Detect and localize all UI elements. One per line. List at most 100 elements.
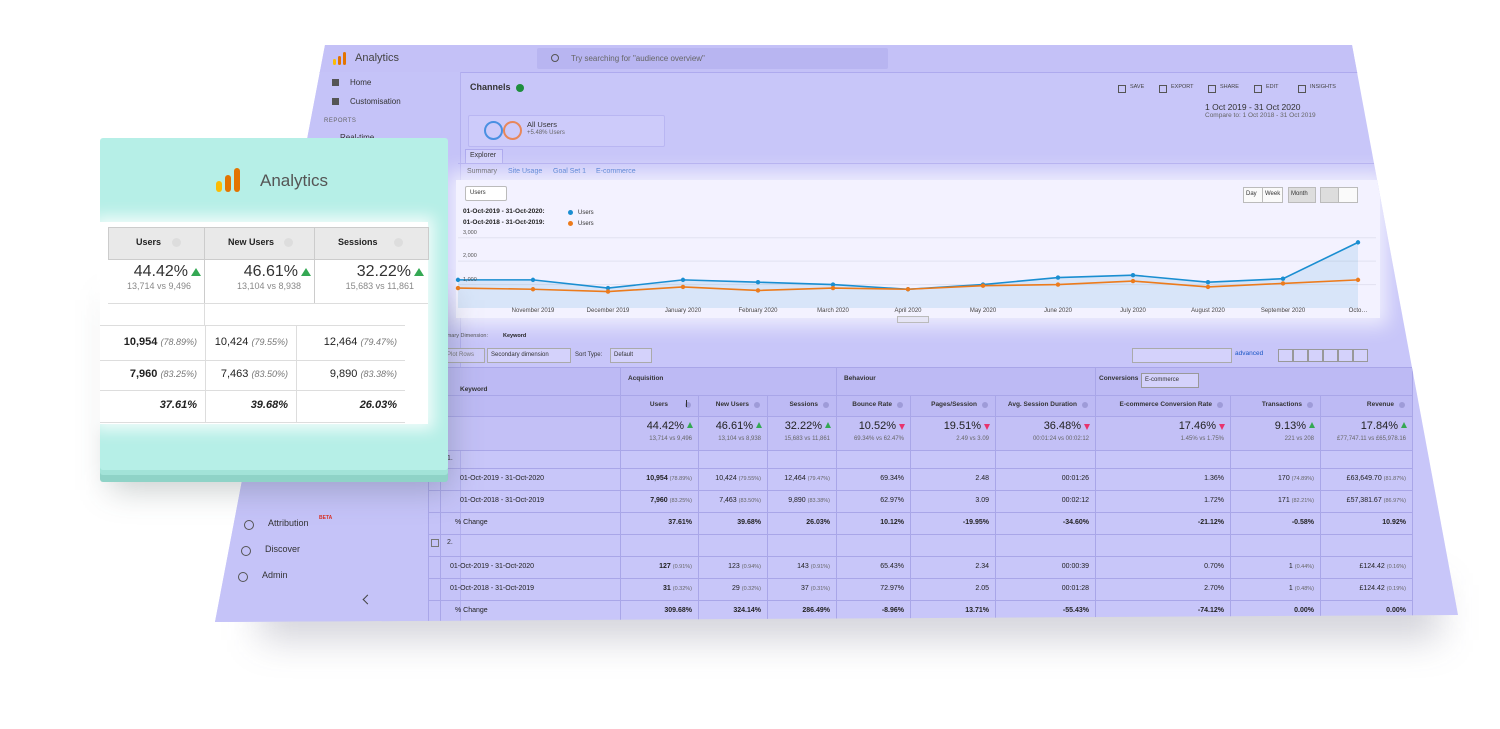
metric-dropdown[interactable] — [465, 186, 507, 201]
nav-item[interactable]: Home — [350, 77, 372, 87]
cell-value: 2.34 — [975, 563, 989, 570]
period-button[interactable] — [1288, 187, 1316, 203]
cell-value: 62.97% — [880, 497, 904, 504]
period-label[interactable]: Month — [1291, 190, 1308, 197]
cell: 31 (0.32%) — [663, 585, 692, 593]
nav-item[interactable]: Attribution — [268, 518, 309, 529]
view-button[interactable] — [1338, 349, 1353, 362]
col-rule — [440, 367, 441, 622]
search-box[interactable] — [537, 48, 888, 69]
cell-value: 170 — [1278, 475, 1290, 482]
point — [455, 277, 461, 283]
column-header[interactable]: Users — [649, 401, 668, 409]
cell: 9,890 (83.38%) — [788, 497, 830, 505]
date-range[interactable]: 1 Oct 2019 - 31 Oct 2020 — [1205, 102, 1301, 113]
card-cell-share: (79.47%) — [360, 336, 397, 347]
action-button[interactable]: SHARE — [1220, 83, 1239, 90]
view-button[interactable] — [1308, 349, 1323, 362]
control[interactable] — [610, 348, 652, 363]
segment-name: All Users — [527, 119, 558, 129]
chart-type-button[interactable] — [1338, 187, 1358, 203]
cell-value: 00:01:28 — [1061, 585, 1089, 592]
subtab[interactable]: Site Usage — [508, 168, 543, 176]
nav-item[interactable]: Customisation — [350, 96, 401, 106]
nav-item[interactable]: Discover — [265, 544, 301, 555]
cell: 65.43% — [880, 563, 904, 570]
cell: £124.42 (0.19%) — [1359, 585, 1406, 593]
action-button[interactable]: SAVE — [1130, 83, 1145, 90]
control[interactable] — [487, 348, 571, 363]
column-header[interactable]: E-commerce Conversion Rate — [1119, 401, 1212, 409]
x-tick-label: September 2020 — [1260, 307, 1306, 314]
view-button[interactable] — [1293, 349, 1308, 362]
column-header[interactable]: Pages/Session — [931, 401, 977, 409]
control-label[interactable]: Plot Rows — [447, 351, 475, 358]
chart-box — [456, 180, 1380, 318]
y-tick-label: 1,000 — [463, 276, 477, 283]
control-label[interactable]: Secondary dimension — [491, 351, 549, 358]
card-rule — [100, 422, 405, 423]
cell-share: (0.31%) — [810, 586, 830, 592]
nav-item[interactable]: Admin — [262, 570, 288, 581]
view-button[interactable] — [1353, 349, 1368, 362]
cell: 324.14% — [733, 607, 761, 614]
row-rule — [428, 395, 1412, 396]
cell-value: 37.61% — [668, 519, 692, 526]
action-icon — [1208, 85, 1216, 93]
nav-item[interactable]: Real-time — [340, 133, 374, 142]
metric-dropdown-label[interactable]: Users — [470, 189, 486, 196]
cell: 2.70% — [1204, 585, 1224, 592]
group-select[interactable] — [1141, 373, 1199, 388]
total-detail: 69.34% vs 62.47% — [853, 435, 904, 442]
subtab[interactable]: E-commerce — [596, 168, 636, 176]
cell-value: -55.43% — [1062, 607, 1089, 614]
tab-label[interactable]: Explorer — [470, 152, 497, 160]
group-label: 2. — [447, 539, 453, 547]
cell-value: 31 — [662, 585, 671, 592]
subtab[interactable]: Goal Set 1 — [553, 168, 587, 176]
column-header[interactable]: New Users — [715, 401, 749, 409]
card-rule — [204, 227, 205, 303]
nav-icon — [332, 98, 339, 105]
action-button[interactable]: EXPORT — [1171, 83, 1194, 90]
column-header[interactable]: Revenue — [1366, 401, 1394, 409]
table-search[interactable] — [1132, 348, 1232, 363]
help-icon — [1399, 402, 1405, 408]
column-header[interactable]: Avg. Session Duration — [1007, 401, 1077, 409]
subtab[interactable]: Summary — [467, 168, 497, 176]
control-label[interactable]: Default — [614, 351, 634, 358]
action-icon — [1254, 85, 1262, 93]
card-cell-share: (79.55%) — [251, 336, 288, 347]
view-button[interactable] — [1278, 349, 1293, 362]
action-button[interactable]: EDIT — [1266, 83, 1279, 90]
tab[interactable] — [465, 149, 503, 164]
cell-value: 00:01:26 — [1061, 475, 1089, 482]
column-header[interactable]: Sessions — [789, 401, 818, 409]
group-select-label[interactable]: E-commerce — [1145, 376, 1180, 383]
cell: 2.48 — [975, 475, 989, 482]
col-rule — [1412, 367, 1413, 622]
period-label[interactable]: Week — [1265, 190, 1281, 197]
view-button[interactable] — [1323, 349, 1338, 362]
cell: £124.42 (0.16%) — [1359, 563, 1406, 571]
total-detail: 15,683 vs 11,861 — [784, 435, 830, 442]
action-button[interactable]: INSIGHTS — [1310, 83, 1336, 90]
cell: -0.58% — [1292, 519, 1314, 526]
period-button[interactable] — [1262, 187, 1283, 203]
point — [680, 284, 686, 290]
col-rule — [698, 395, 699, 622]
card-trend-icon — [301, 268, 311, 276]
period-label[interactable]: Day — [1246, 190, 1257, 197]
row-label: 01-Oct-2018 - 31-Oct-2019 — [450, 585, 535, 593]
total-detail: 2.49 vs 3.09 — [956, 435, 989, 442]
card-rule — [100, 360, 405, 361]
column-header[interactable]: Bounce Rate — [852, 401, 892, 409]
group-row-box[interactable] — [431, 539, 439, 547]
card-cell-share: (78.89%) — [160, 336, 197, 347]
cell: 3.09 — [975, 497, 989, 504]
card-rule — [296, 325, 297, 422]
column-header[interactable]: Transactions — [1261, 401, 1302, 409]
control-link[interactable]: advanced — [1235, 350, 1264, 358]
card-cell: 10,954 (78.89%) — [124, 336, 197, 348]
card-rule — [205, 325, 206, 422]
